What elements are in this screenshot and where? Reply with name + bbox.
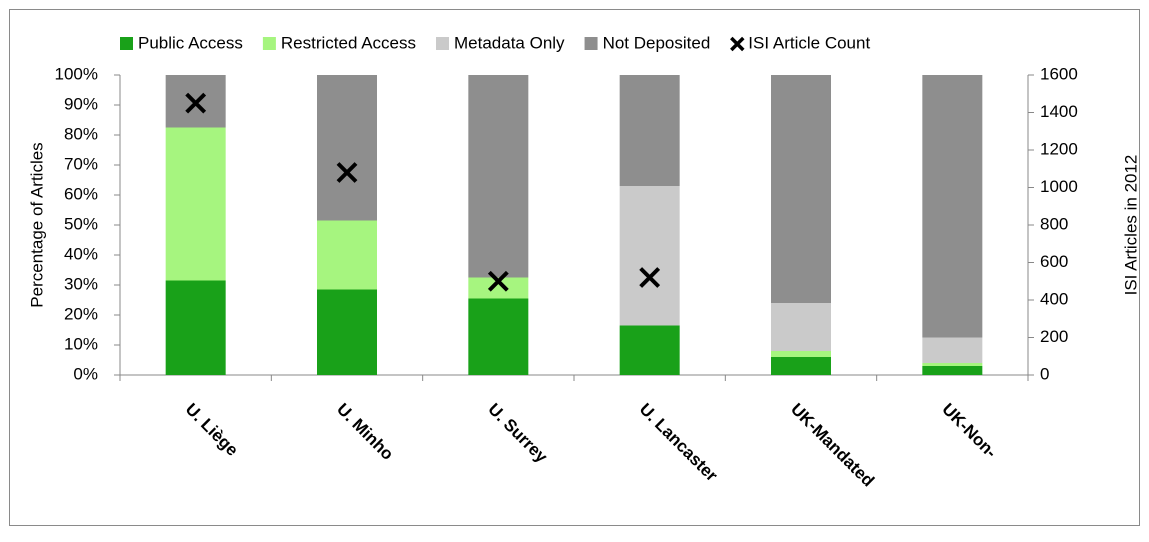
legend-marker: [730, 36, 745, 52]
y2-tick-label: 1200: [1040, 139, 1078, 158]
y2-tick-label: 200: [1040, 327, 1068, 346]
bar-segment: [619, 325, 680, 375]
y-tick-label: 90%: [64, 94, 98, 113]
bar-segment: [468, 277, 529, 299]
y-tick-label: 0%: [73, 364, 98, 383]
y-tick-label: 60%: [64, 184, 98, 203]
bar-segment: [922, 75, 983, 338]
y-tick-label: 50%: [64, 214, 98, 233]
y-tick-label: 20%: [64, 304, 98, 323]
legend-label: ISI Article Count: [748, 33, 870, 52]
marker: [639, 267, 661, 288]
legend-label: Public Access: [138, 33, 243, 52]
y2-tick-label: 0: [1040, 364, 1049, 383]
bar-segment: [771, 351, 831, 357]
bar-segment: [317, 220, 377, 290]
y2-tick-label: 400: [1040, 289, 1068, 308]
y2-tick-label: 600: [1040, 252, 1068, 271]
y2-tick-label: 1600: [1040, 64, 1078, 83]
bar-segment: [468, 298, 529, 375]
legend-label: Metadata Only: [454, 33, 565, 52]
marker: [336, 162, 358, 183]
legend-label: Not Deposited: [603, 33, 711, 52]
bar-segment: [317, 75, 377, 221]
bar-segment: [771, 75, 831, 303]
y-tick-label: 70%: [64, 154, 98, 173]
bar-segment: [165, 280, 226, 375]
legend-swatch: [436, 37, 449, 50]
bar-segment: [922, 337, 983, 363]
legend-swatch: [120, 37, 133, 50]
y-tick-label: 30%: [64, 274, 98, 293]
y2-tick-label: 1400: [1040, 102, 1078, 121]
bar-segment: [619, 75, 680, 186]
y-tick-label: 100%: [55, 64, 98, 83]
marker: [487, 270, 509, 292]
y2-tick-label: 1000: [1040, 177, 1078, 196]
bar-segment: [922, 366, 983, 375]
y-tick-label: 40%: [64, 244, 98, 263]
bar-segment: [619, 186, 680, 326]
marker: [185, 92, 207, 114]
bar-segment: [317, 289, 377, 375]
y-tick-label: 10%: [64, 334, 98, 353]
y-axis-title: Percentage of Articles: [27, 142, 46, 307]
legend-swatch: [262, 37, 276, 50]
legend-swatch: [584, 37, 598, 50]
y-tick-label: 80%: [64, 124, 98, 143]
bar-segment: [468, 75, 529, 278]
legend-label: Restricted Access: [281, 33, 416, 52]
bar-segment: [165, 127, 226, 281]
bar-segment: [771, 357, 831, 375]
y2-tick-label: 800: [1040, 214, 1068, 233]
y2-axis-title: ISI Articles in 2012: [1121, 155, 1140, 296]
bar-segment: [771, 303, 831, 351]
bar-segment: [922, 363, 983, 366]
